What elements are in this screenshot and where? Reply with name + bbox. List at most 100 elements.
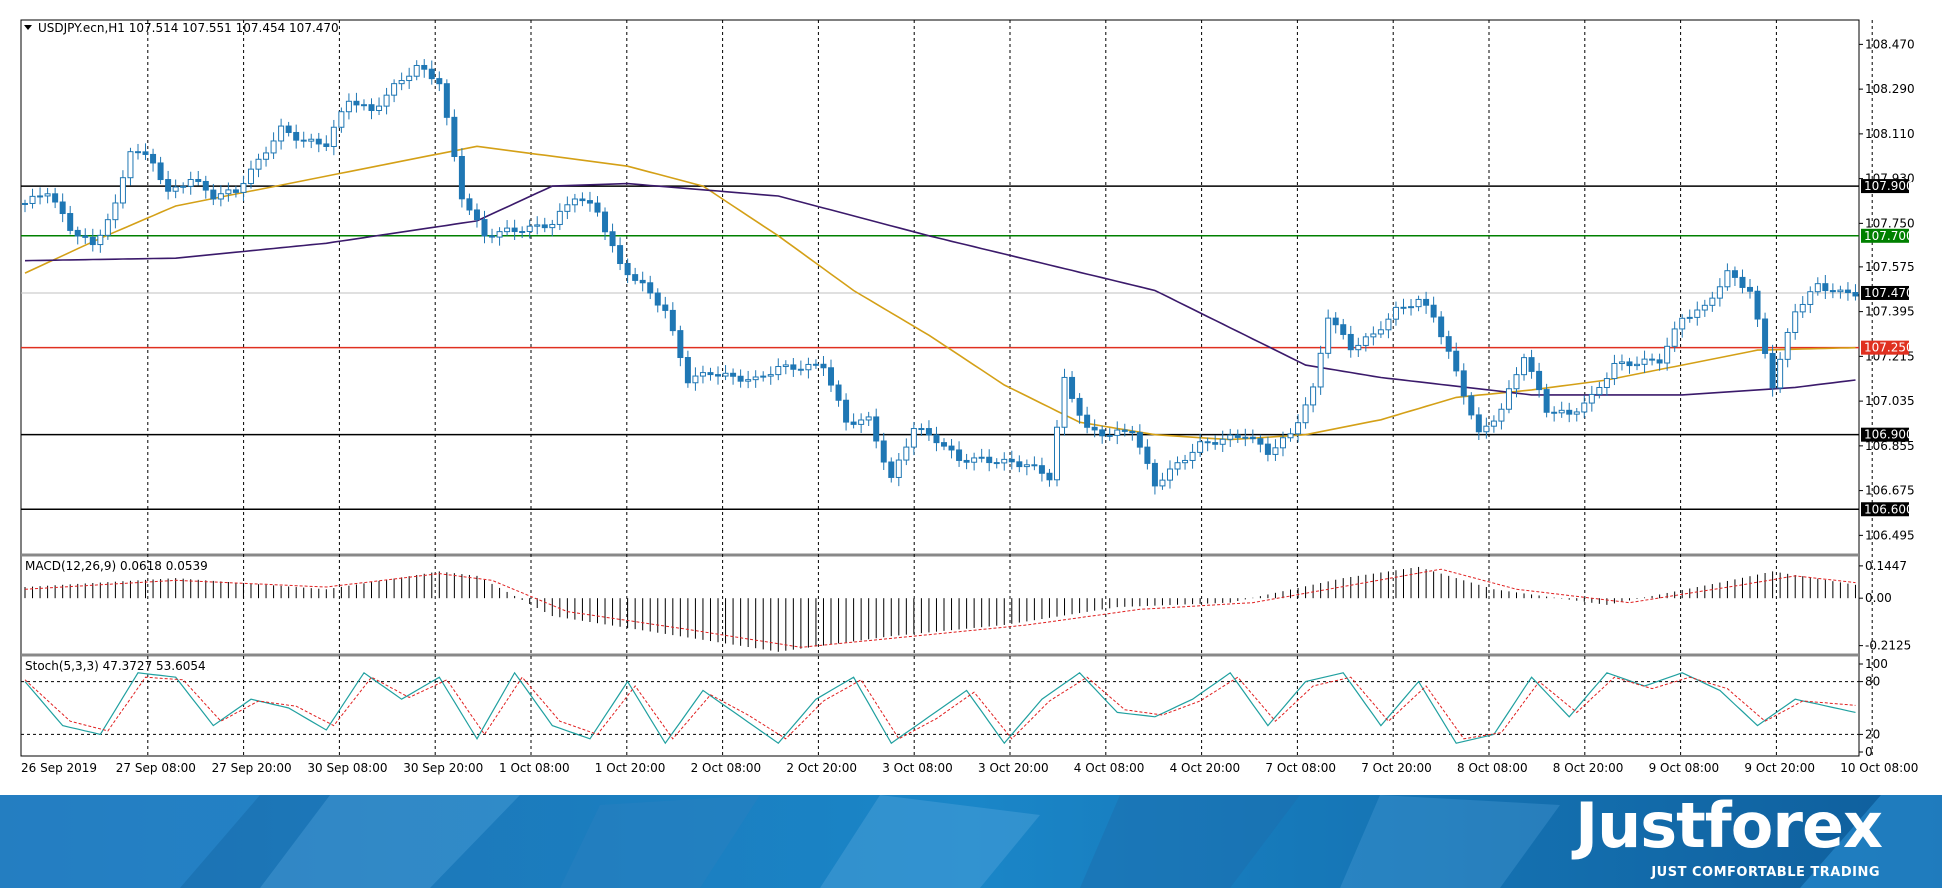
candle-body: [1212, 442, 1219, 445]
candle-body: [263, 152, 270, 160]
candle-body: [1189, 451, 1196, 461]
candle-body: [745, 379, 752, 382]
candle-body: [1355, 344, 1362, 351]
candle-body: [1249, 436, 1256, 440]
x-tick-label: 8 Oct 08:00: [1457, 761, 1528, 775]
candle-body: [406, 75, 413, 82]
candle-body: [1204, 441, 1211, 444]
candle-body: [752, 376, 759, 381]
candle-body: [910, 428, 917, 448]
candle-body: [1053, 426, 1060, 481]
candle-body: [293, 131, 300, 141]
stoch-label: Stoch(5,3,3) 47.3727 53.6054: [25, 659, 206, 673]
candle-body: [737, 375, 744, 382]
x-tick-label: 30 Sep 08:00: [307, 761, 387, 775]
x-tick-label: 7 Oct 08:00: [1265, 761, 1336, 775]
ma-slow-line: [24, 182, 1856, 396]
candle-body: [873, 416, 880, 442]
candle-body: [473, 209, 480, 221]
candle-body: [1038, 465, 1045, 474]
candle-body: [1385, 318, 1392, 331]
candle-body: [1603, 378, 1610, 388]
candle-body: [466, 198, 473, 211]
candle-body: [240, 183, 247, 193]
stoch-tick-label: 0: [1865, 745, 1873, 759]
candle-body: [1430, 304, 1437, 318]
candle-body: [782, 364, 789, 368]
candle-body: [1279, 437, 1286, 449]
candle-body: [112, 202, 119, 221]
candle-body: [1807, 291, 1814, 305]
candle-body: [1438, 316, 1445, 338]
candle-body: [1649, 358, 1656, 361]
candle-body: [903, 446, 910, 461]
y-tick-label: 107.575: [1865, 260, 1915, 274]
candle-body: [458, 155, 465, 200]
candle-body: [775, 366, 782, 376]
stoch-main-line: [24, 671, 1856, 745]
candle-body: [1505, 388, 1512, 410]
macd-indicator: [24, 566, 1856, 652]
candle-body: [127, 151, 134, 179]
candle-body: [1536, 370, 1543, 391]
macd-tick-label: -0.2125: [1865, 639, 1911, 653]
candle-body: [1769, 352, 1776, 389]
candle-body: [1701, 304, 1708, 311]
price-chart: 108.470108.290108.110107.930107.750107.5…: [20, 19, 1918, 775]
candle-body: [119, 177, 126, 204]
candle-body: [225, 189, 232, 195]
candle-body: [963, 459, 970, 463]
candle-body: [1513, 374, 1520, 390]
brand-logo: Justforex JUST COMFORTABLE TRADING: [1542, 795, 1883, 888]
candle-body: [1611, 362, 1618, 380]
candle-body: [165, 179, 172, 192]
candle-body: [1739, 276, 1746, 288]
candle-body: [383, 94, 390, 107]
candle-body: [1618, 361, 1625, 364]
candle-body: [323, 143, 330, 147]
candle-body: [1747, 286, 1754, 292]
dropdown-triangle-icon[interactable]: [24, 25, 32, 30]
x-tick-label: 9 Oct 08:00: [1649, 761, 1720, 775]
candle-body: [1302, 404, 1309, 424]
candle-body: [1837, 289, 1844, 293]
candle-body: [202, 180, 209, 191]
candle-body: [684, 357, 691, 384]
candle-body: [1325, 317, 1332, 354]
candle-body: [1310, 386, 1317, 406]
macd-signal-line: [24, 568, 1856, 648]
candle-body: [451, 116, 458, 157]
candle-body: [880, 440, 887, 463]
candle-body: [481, 219, 488, 237]
candle-body: [812, 363, 819, 366]
candle-body: [1799, 303, 1806, 313]
candle-body: [67, 213, 74, 231]
candle-body: [549, 223, 556, 229]
candle-body: [1408, 306, 1415, 309]
candle-body: [1219, 438, 1226, 445]
candle-body: [971, 457, 978, 463]
candle-body: [187, 178, 194, 187]
candle-body: [1634, 363, 1641, 367]
candle-body: [526, 225, 533, 232]
candle-body: [948, 445, 955, 451]
candle-body: [993, 462, 1000, 465]
y-tick-label: 106.675: [1865, 484, 1915, 498]
candle-body: [338, 111, 345, 128]
candle-body: [398, 80, 405, 85]
candle-body: [1076, 397, 1083, 416]
candle-body: [654, 292, 661, 306]
candle-body: [1144, 446, 1151, 464]
x-tick-label: 8 Oct 20:00: [1553, 761, 1624, 775]
candle-body: [1551, 411, 1558, 414]
macd-tick-label: 0.1447: [1865, 559, 1907, 573]
candle-body: [330, 126, 337, 147]
candle-body: [504, 227, 511, 233]
candle-body: [368, 104, 375, 112]
level-price-tag: [1861, 228, 1909, 243]
y-tick-label: 108.110: [1865, 127, 1915, 141]
x-tick-label: 4 Oct 08:00: [1074, 761, 1145, 775]
stoch-tick-label: 20: [1865, 727, 1880, 741]
candle-body: [647, 282, 654, 294]
chart-title: USDJPY.ecn,H1 107.514 107.551 107.454 10…: [38, 21, 339, 35]
